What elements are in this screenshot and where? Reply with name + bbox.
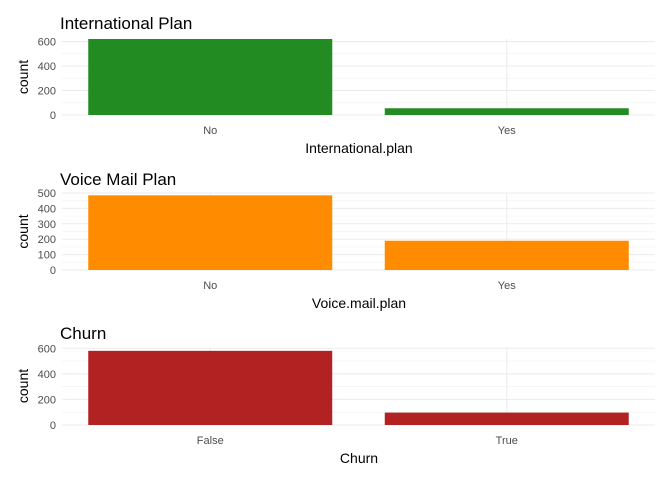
y-tick-label: 300 bbox=[38, 219, 56, 231]
x-tick-label: Yes bbox=[498, 280, 516, 292]
x-axis-title: Voice.mail.plan bbox=[312, 295, 406, 311]
chart-title: Churn bbox=[60, 324, 106, 343]
x-tick-label: False bbox=[197, 435, 224, 447]
y-axis-title: count bbox=[15, 214, 31, 248]
y-tick-label: 0 bbox=[50, 265, 56, 277]
chart-panel-1: 0 200 400 600 No Yes International Plan Interna… bbox=[15, 14, 655, 156]
y-tick-label: 400 bbox=[38, 369, 56, 381]
y-axis-title: count bbox=[15, 369, 31, 403]
bar-no bbox=[88, 39, 333, 115]
chart-title: Voice Mail Plan bbox=[60, 170, 176, 189]
chart-title: International Plan bbox=[60, 14, 192, 33]
y-tick-label: 100 bbox=[38, 250, 56, 262]
bar-true bbox=[384, 412, 629, 425]
x-tick-label: True bbox=[496, 435, 518, 447]
x-axis-title: Churn bbox=[340, 450, 378, 466]
x-axis-title: International.plan bbox=[305, 140, 412, 156]
y-tick-label: 200 bbox=[38, 234, 56, 246]
y-tick-label: 0 bbox=[50, 420, 56, 432]
y-axis-title: count bbox=[15, 60, 31, 94]
x-tick-label: No bbox=[203, 125, 217, 137]
y-tick-label: 0 bbox=[50, 110, 56, 122]
y-tick-label: 400 bbox=[38, 203, 56, 215]
y-tick-label: 600 bbox=[38, 36, 56, 48]
y-tick-label: 200 bbox=[38, 394, 56, 406]
y-tick-label: 500 bbox=[38, 188, 56, 200]
chart-panel-3: 0 200 400 600 False True Churn Churn count bbox=[15, 324, 655, 466]
bar-false bbox=[88, 350, 333, 425]
x-tick-label: No bbox=[203, 280, 217, 292]
bar-yes bbox=[384, 240, 629, 270]
bar-yes bbox=[384, 108, 629, 115]
chart-panel-2: 0 100 200 300 400 500 No Yes Voice Mail Plan Voic… bbox=[15, 170, 655, 311]
bar-no bbox=[88, 195, 333, 270]
y-tick-label: 600 bbox=[38, 343, 56, 355]
y-tick-label: 400 bbox=[38, 61, 56, 73]
x-tick-label: Yes bbox=[498, 125, 516, 137]
y-tick-label: 200 bbox=[38, 85, 56, 97]
